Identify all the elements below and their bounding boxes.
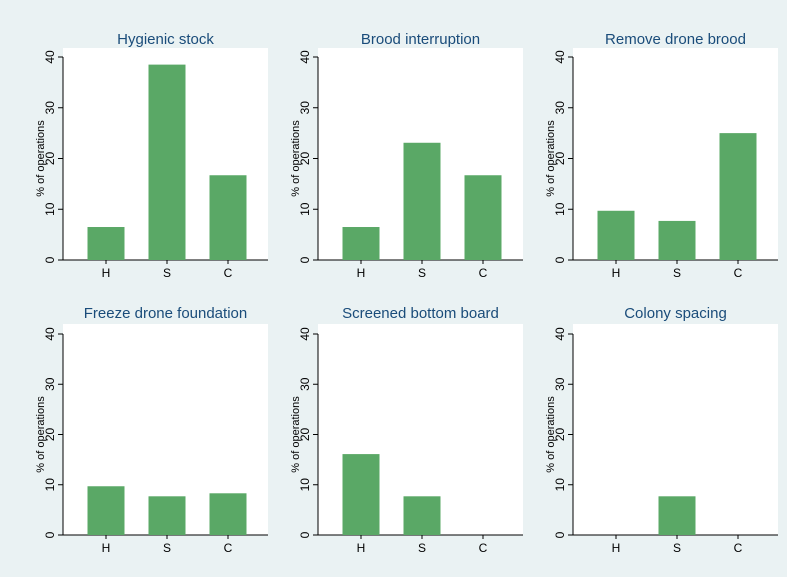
y-tick-label: 40 — [553, 50, 567, 64]
bar-H — [87, 227, 125, 260]
y-tick-label: 30 — [298, 101, 312, 115]
bar-S — [148, 496, 186, 535]
y-tick-label: 0 — [553, 531, 567, 538]
panel-4: Freeze drone foundation 0 10 20 30 40 % of ope… — [35, 305, 268, 555]
y-axis-label: % of operations — [545, 120, 557, 197]
panel-title: Freeze drone foundation — [84, 305, 247, 322]
x-tick-label: S — [418, 541, 426, 555]
y-axis-label: % of operations — [290, 120, 302, 197]
y-tick-label: 20 — [43, 428, 57, 442]
x-tick-label: H — [612, 266, 621, 280]
bar-S — [658, 220, 696, 260]
y-tick-label: 10 — [298, 202, 312, 216]
bar-C — [464, 175, 502, 260]
y-tick-label: 10 — [43, 202, 57, 216]
x-tick-label: C — [224, 266, 233, 280]
x-tick-label: S — [673, 541, 681, 555]
panel-title: Brood interruption — [361, 31, 480, 48]
y-tick-label: 10 — [298, 478, 312, 492]
panel-1: Hygienic stock 0 10 20 30 40 % of operations H S… — [35, 31, 268, 280]
bar-S — [403, 496, 441, 535]
y-tick-label: 40 — [43, 327, 57, 341]
x-tick-label: C — [734, 541, 743, 555]
y-tick-label: 30 — [43, 377, 57, 391]
y-tick-label: 0 — [298, 531, 312, 538]
panel-title: Hygienic stock — [117, 31, 214, 48]
y-tick-label: 40 — [298, 327, 312, 341]
y-tick-label: 20 — [298, 152, 312, 166]
bar-S — [148, 64, 186, 260]
bar-C — [209, 493, 247, 535]
bar-H — [342, 454, 380, 535]
bar-C — [719, 133, 757, 260]
y-tick-label: 30 — [43, 101, 57, 115]
y-tick-label: 30 — [553, 101, 567, 115]
x-tick-label: H — [102, 541, 111, 555]
y-axis-label: % of operations — [290, 396, 302, 473]
y-axis-label: % of operations — [545, 396, 557, 473]
panel-6: Colony spacing 0 10 20 30 40 % of operations H S… — [545, 305, 778, 555]
panel-title: Colony spacing — [624, 305, 727, 322]
x-tick-label: S — [163, 541, 171, 555]
x-tick-label: C — [224, 541, 233, 555]
y-tick-label: 0 — [43, 256, 57, 263]
bar-C — [209, 175, 247, 260]
x-tick-label: S — [418, 266, 426, 280]
x-tick-label: C — [734, 266, 743, 280]
y-tick-label: 0 — [553, 256, 567, 263]
x-tick-label: C — [479, 266, 488, 280]
bar-H — [597, 210, 635, 260]
y-tick-label: 20 — [553, 428, 567, 442]
bar-H — [342, 227, 380, 260]
panel-3: Remove drone brood 0 10 20 30 40 % of operatio… — [545, 31, 778, 280]
y-tick-label: 40 — [43, 50, 57, 64]
y-tick-label: 20 — [298, 428, 312, 442]
bar-S — [403, 142, 441, 260]
x-tick-label: H — [357, 266, 366, 280]
y-tick-label: 20 — [553, 152, 567, 166]
y-tick-label: 30 — [553, 377, 567, 391]
x-tick-label: H — [612, 541, 621, 555]
y-tick-label: 40 — [298, 50, 312, 64]
x-tick-label: S — [163, 266, 171, 280]
x-tick-label: H — [102, 266, 111, 280]
panel-2: Brood interruption 0 10 20 30 40 % of operatio… — [290, 31, 523, 280]
x-tick-label: C — [479, 541, 488, 555]
y-tick-label: 10 — [553, 478, 567, 492]
panel-title: Remove drone brood — [605, 31, 746, 48]
y-tick-label: 0 — [298, 256, 312, 263]
y-tick-label: 10 — [43, 478, 57, 492]
y-axis-label: % of operations — [35, 120, 47, 197]
x-tick-label: H — [357, 541, 366, 555]
bar-S — [658, 496, 696, 535]
y-tick-label: 20 — [43, 152, 57, 166]
x-tick-label: S — [673, 266, 681, 280]
y-tick-label: 0 — [43, 531, 57, 538]
y-axis-label: % of operations — [35, 396, 47, 473]
panel-5: Screened bottom board 0 10 20 30 40 % of opera… — [290, 305, 523, 555]
y-tick-label: 10 — [553, 202, 567, 216]
panel-title: Screened bottom board — [342, 305, 499, 322]
bar-H — [87, 486, 125, 535]
y-tick-label: 40 — [553, 327, 567, 341]
y-tick-label: 30 — [298, 377, 312, 391]
